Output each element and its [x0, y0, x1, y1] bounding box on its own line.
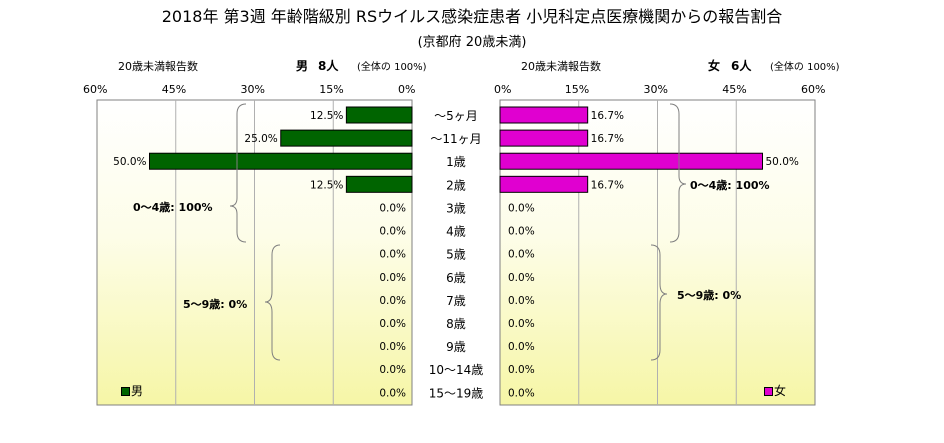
left-bracket-0-4 — [229, 103, 247, 243]
left-count-label: 8人 — [318, 59, 339, 73]
male-value-label: 0.0% — [379, 341, 406, 353]
right-tick-label: 30% — [643, 83, 668, 96]
female-bar — [499, 129, 589, 147]
male-value-label: 12.5% — [310, 179, 343, 191]
left-tick-label: 15% — [319, 83, 344, 96]
male-bar — [280, 129, 413, 147]
left-header: 20歳未満報告数 — [118, 60, 198, 73]
right-header: 20歳未満報告数 — [521, 60, 601, 73]
left-sex-label: 男 — [296, 59, 309, 73]
male-value-label: 0.0% — [379, 387, 406, 399]
male-value-label: 0.0% — [379, 226, 406, 238]
male-value-label: 0.0% — [379, 202, 406, 214]
male-value-label: 0.0% — [379, 249, 406, 261]
right-bracket-5-9 — [650, 244, 668, 361]
left-tick-label: 60% — [83, 83, 108, 96]
right-bracket-label-0-4: 0〜4歳: 100% — [690, 179, 770, 192]
female-legend-label: 女 — [774, 384, 787, 398]
category-label: 〜11ヶ月 — [430, 132, 481, 146]
right-bracket-0-4 — [669, 103, 687, 243]
right-tick-label: 60% — [801, 83, 826, 96]
category-label: 10〜14歳 — [429, 363, 484, 377]
category-label: 7歳 — [446, 294, 466, 308]
male-value-label: 0.0% — [379, 295, 406, 307]
right-tick-label: 15% — [564, 83, 590, 96]
left-bracket-label-5-9: 5〜9歳: 0% — [183, 298, 248, 311]
male-value-label: 50.0% — [113, 156, 146, 168]
category-label: 〜5ヶ月 — [434, 109, 478, 123]
left-tick-label: 0% — [398, 83, 416, 96]
male-bar — [149, 152, 413, 170]
male-value-label: 12.5% — [310, 110, 343, 122]
male-legend-swatch — [121, 387, 130, 396]
category-label: 9歳 — [446, 340, 466, 354]
male-value-label: 0.0% — [379, 272, 406, 284]
female-value-label: 0.0% — [508, 341, 535, 353]
female-value-label: 0.0% — [508, 364, 535, 376]
female-bar — [499, 175, 589, 193]
left-bracket-5-9 — [264, 244, 281, 361]
male-legend-label: 男 — [131, 384, 144, 398]
right-sex-label: 女 — [708, 59, 721, 73]
category-label: 2歳 — [446, 178, 466, 192]
female-bar — [499, 106, 589, 124]
female-value-label: 0.0% — [508, 202, 535, 214]
left-share-label: (全体の 100%) — [357, 62, 427, 73]
male-bar — [345, 175, 413, 193]
female-value-label: 16.7% — [591, 133, 624, 145]
female-value-label: 0.0% — [508, 226, 535, 238]
female-legend-swatch — [764, 387, 773, 396]
left-tick-label: 30% — [240, 83, 265, 96]
right-tick-label: 0% — [494, 83, 512, 96]
category-label: 5歳 — [446, 248, 466, 262]
category-label: 1歳 — [446, 155, 466, 169]
female-bar — [499, 152, 763, 170]
male-value-label: 0.0% — [379, 364, 406, 376]
male-value-label: 25.0% — [244, 133, 277, 145]
category-label: 15〜19歳 — [429, 386, 484, 400]
female-value-label: 50.0% — [766, 156, 799, 168]
category-label: 3歳 — [446, 201, 466, 215]
female-value-label: 0.0% — [508, 272, 535, 284]
female-value-label: 0.0% — [508, 249, 535, 261]
category-label: 8歳 — [446, 317, 466, 331]
female-value-label: 0.0% — [508, 387, 535, 399]
female-value-label: 0.0% — [508, 318, 535, 330]
right-share-label: (全体の 100%) — [770, 62, 840, 73]
category-label: 6歳 — [446, 271, 466, 285]
left-tick-label: 45% — [161, 83, 187, 96]
right-count-label: 6人 — [731, 59, 752, 73]
chart-subtitle: (京都府 20歳未満) — [417, 35, 527, 50]
right-tick-label: 45% — [722, 83, 747, 96]
chart-title: 2018年 第3週 年齢階級別 RSウイルス感染症患者 小児科定点医療機関からの… — [161, 7, 783, 26]
female-value-label: 16.7% — [591, 110, 624, 122]
right-bracket-label-5-9: 5〜9歳: 0% — [677, 289, 742, 302]
female-value-label: 0.0% — [508, 295, 535, 307]
category-label: 4歳 — [446, 225, 466, 239]
male-value-label: 0.0% — [379, 318, 406, 330]
male-bar — [345, 106, 413, 124]
left-bracket-label-0-4: 0〜4歳: 100% — [133, 201, 213, 214]
female-value-label: 16.7% — [591, 179, 624, 191]
